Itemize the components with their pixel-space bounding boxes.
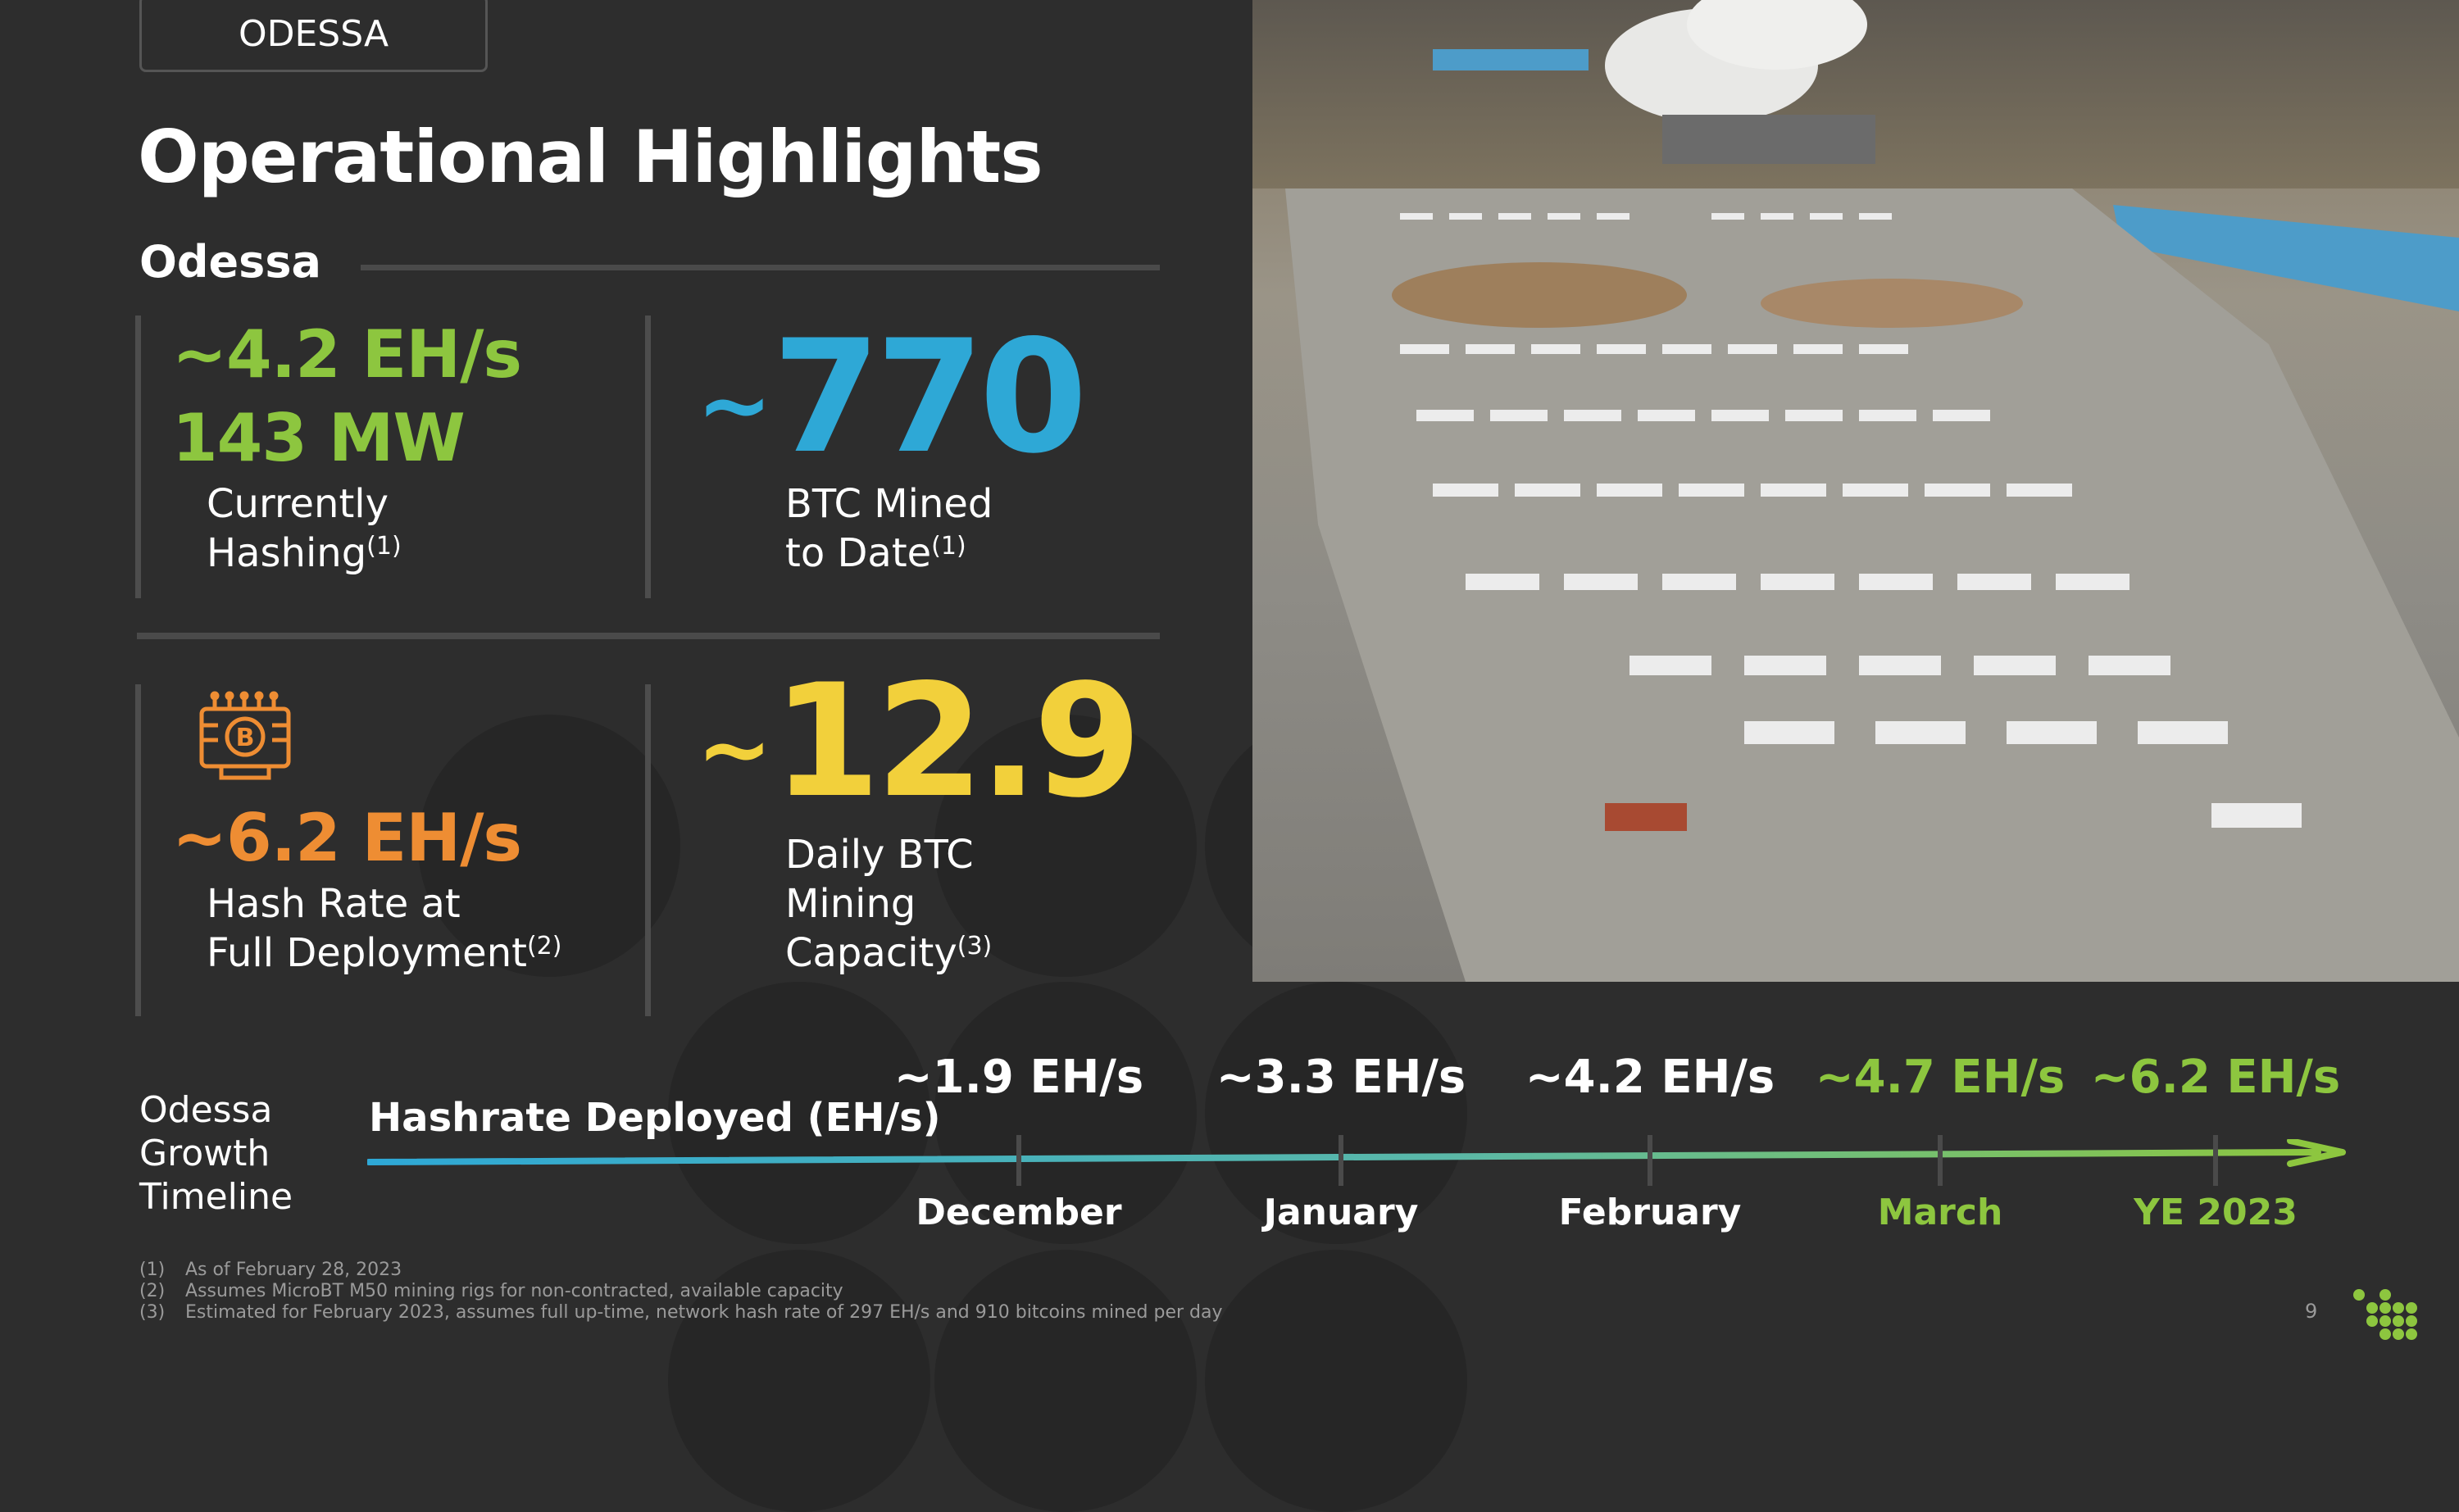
column-divider <box>645 684 651 1016</box>
timeline-title: Hashrate Deployed (EH/s) <box>369 1095 941 1141</box>
timeline-value: ~3.3 EH/s <box>1216 1051 1466 1104</box>
background-circle <box>418 715 680 977</box>
daily-capacity-metric: ~12.9 <box>697 651 1142 832</box>
current-hashrate-value: ~4.2 EH/s <box>172 316 522 393</box>
current-power-value: 143 MW <box>172 400 466 476</box>
footnote: (2) Assumes MicroBT M50 mining rigs for n… <box>139 1281 843 1301</box>
timeline-month: YE 2023 <box>2134 1192 2298 1233</box>
timeline-month: January <box>1263 1192 1419 1233</box>
background-circle <box>934 1250 1197 1512</box>
timeline-value: ~4.2 EH/s <box>1525 1051 1775 1104</box>
background-circle <box>934 715 1197 977</box>
timeline-value: ~6.2 EH/s <box>2090 1051 2341 1104</box>
full-deployment-hashrate-value: ~6.2 EH/s <box>172 800 522 876</box>
timeline-tick <box>1648 1135 1652 1186</box>
page-title: Operational Highlights <box>138 115 1043 199</box>
column-divider <box>135 316 141 598</box>
timeline-month: February <box>1558 1192 1742 1233</box>
timeline-tick <box>1016 1135 1021 1186</box>
dot-grid-logo-icon <box>2352 1288 2418 1341</box>
timeline-month: March <box>1877 1192 2003 1233</box>
section-heading: Odessa <box>139 236 321 288</box>
background-circle <box>1205 982 1467 1244</box>
location-tag: ODESSA <box>139 0 488 72</box>
svg-text:B: B <box>236 724 255 752</box>
background-circle <box>1205 1250 1467 1512</box>
btc-mined-label: BTC Mined to Date(1) <box>785 481 993 576</box>
timeline-tick <box>1339 1135 1343 1186</box>
row-divider <box>137 633 1160 639</box>
bitcoin-chip-icon: B <box>197 691 293 789</box>
timeline-arrow <box>366 1137 2351 1172</box>
btc-mined-metric: ~770 <box>697 306 1088 488</box>
footnote-ref: (1) <box>366 532 402 561</box>
section-divider <box>361 265 1160 270</box>
timeline-value: ~4.7 EH/s <box>1815 1051 2066 1104</box>
background-circle <box>934 982 1197 1244</box>
aerial-site-photo <box>1252 0 2459 982</box>
footnote: (3) Estimated for February 2023, assumes … <box>139 1302 1223 1323</box>
timeline-tick <box>2213 1135 2218 1186</box>
current-hashing-label: Currently Hashing(1) <box>207 481 402 576</box>
full-deployment-label: Hash Rate at Full Deployment(2) <box>207 881 562 976</box>
column-divider <box>645 316 651 598</box>
footnote-ref: (3) <box>957 932 993 960</box>
timeline-month: December <box>916 1192 1122 1233</box>
background-circle <box>668 982 930 1244</box>
column-divider <box>135 684 141 1016</box>
timeline-value: ~1.9 EH/s <box>893 1051 1144 1104</box>
page-number: 9 <box>2305 1300 2318 1323</box>
timeline-tick <box>1938 1135 1943 1186</box>
footnote: (1) As of February 28, 2023 <box>139 1260 402 1280</box>
footnote-ref: (1) <box>931 532 966 561</box>
daily-capacity-label: Daily BTC Mining Capacity(3) <box>785 832 993 976</box>
footnote-ref: (2) <box>526 932 562 960</box>
growth-timeline-label: Odessa Growth Timeline <box>139 1089 293 1218</box>
